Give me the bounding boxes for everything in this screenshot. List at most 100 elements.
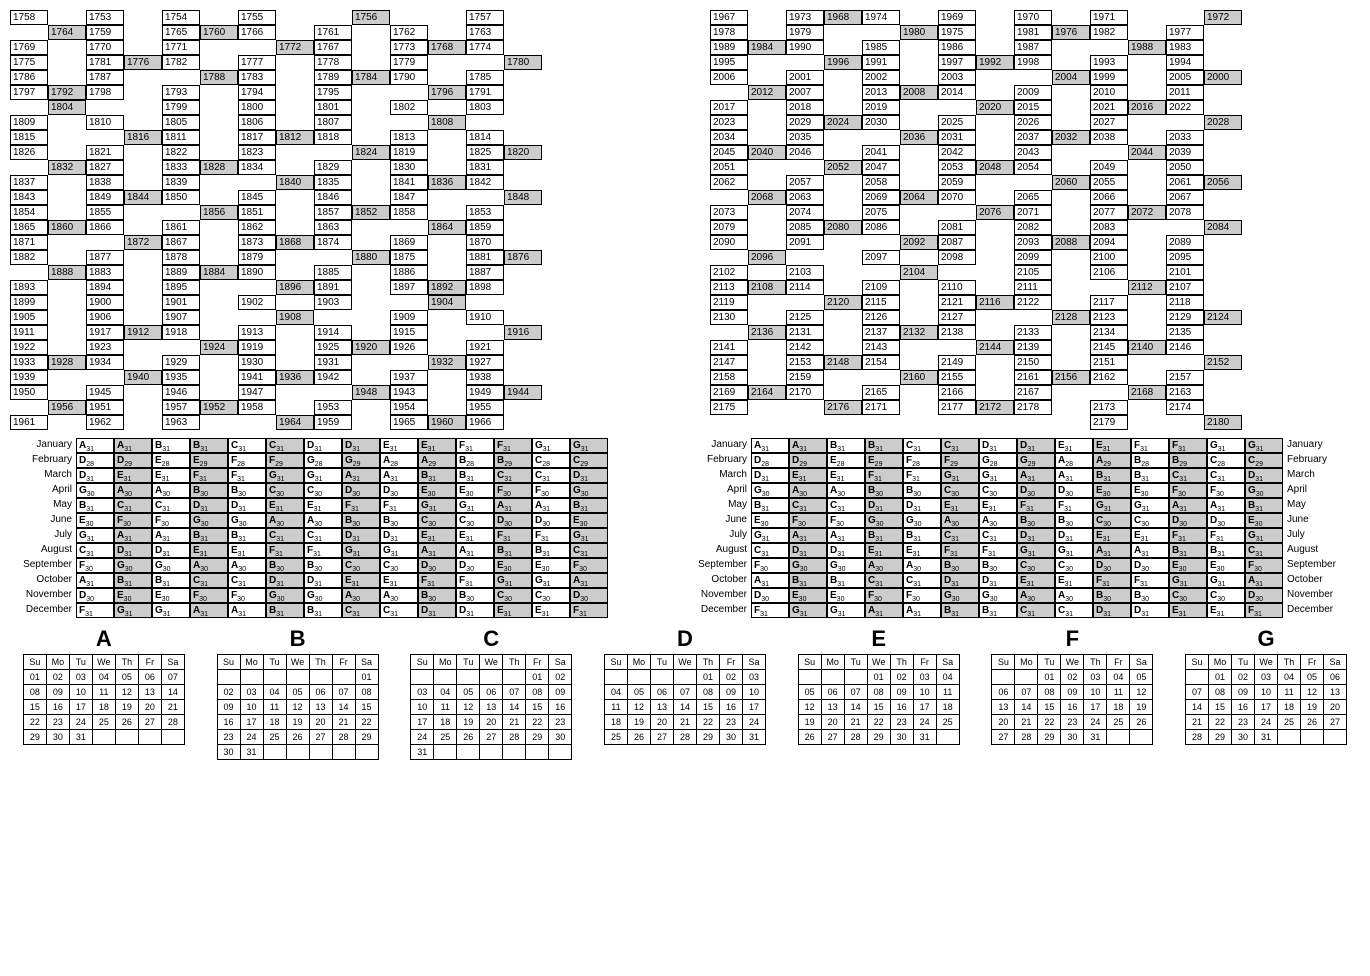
dominical-cell: D30 — [751, 588, 789, 603]
year-cell: 1888 — [48, 265, 86, 280]
year-cell — [710, 85, 748, 100]
calendar-table: SuMoTuWeThFrSa01020304050607080910111213… — [1185, 654, 1347, 745]
dominical-cell: F30 — [494, 483, 532, 498]
week-calendars: ASuMoTuWeThFrSa0102030405060708091011121… — [10, 626, 1360, 760]
dominical-cell: B31 — [494, 543, 532, 558]
day-cell: 15 — [355, 700, 378, 715]
dominical-cell: A31 — [903, 603, 941, 618]
year-cell: 1932 — [428, 355, 466, 370]
day-cell: 19 — [1301, 700, 1324, 715]
year-cell: 1808 — [428, 115, 466, 130]
year-cell: 1909 — [390, 310, 428, 325]
day-cell: 30 — [719, 730, 742, 745]
year-cell — [748, 415, 786, 430]
year-cell: 1767 — [314, 40, 352, 55]
day-cell: 17 — [411, 715, 434, 730]
year-cell — [428, 160, 466, 175]
year-cell — [124, 40, 162, 55]
year-cell — [748, 340, 786, 355]
day-cell — [503, 745, 526, 760]
year-cell — [1090, 145, 1128, 160]
year-cell: 1879 — [238, 250, 276, 265]
day-cell: 30 — [46, 730, 69, 745]
year-cell: 2055 — [1090, 175, 1128, 190]
dominical-cell: A30 — [789, 483, 827, 498]
year-cell: 2107 — [1166, 280, 1204, 295]
dominical-cell: E30 — [114, 588, 152, 603]
year-cell: 2104 — [900, 265, 938, 280]
day-cell: 01 — [355, 670, 378, 685]
day-cell: 12 — [115, 685, 138, 700]
day-cell: 21 — [1186, 715, 1209, 730]
year-cell — [504, 10, 542, 25]
day-cell: 23 — [549, 715, 572, 730]
day-cell: 07 — [1015, 685, 1038, 700]
dominical-cell: G30 — [1245, 483, 1283, 498]
dominical-cell: B30 — [380, 513, 418, 528]
year-cell — [86, 370, 124, 385]
day-cell: 22 — [867, 715, 890, 730]
year-cell: 2005 — [1166, 70, 1204, 85]
year-cell: 2068 — [748, 190, 786, 205]
month-label: October — [1283, 573, 1349, 588]
day-header: We — [1061, 655, 1084, 670]
day-cell: 23 — [1061, 715, 1084, 730]
year-cell — [976, 415, 1014, 430]
dominical-cell: G31 — [494, 573, 532, 588]
dominical-cell: B31 — [1093, 468, 1131, 483]
year-cell: 1948 — [352, 385, 390, 400]
year-cell — [200, 55, 238, 70]
day-header: Tu — [1038, 655, 1061, 670]
day-header: Fr — [526, 655, 549, 670]
day-cell: 07 — [673, 685, 696, 700]
dominical-tables: JanuaryA31A31B31B31C31C31D31D31E31E31F31… — [10, 438, 1360, 618]
day-cell — [844, 670, 867, 685]
year-cell — [352, 235, 390, 250]
year-cell — [1204, 400, 1242, 415]
day-cell: 06 — [480, 685, 503, 700]
day-cell — [604, 670, 627, 685]
year-cell: 2009 — [1014, 85, 1052, 100]
year-cell: 1756 — [352, 10, 390, 25]
year-cell: 1928 — [48, 355, 86, 370]
year-cell — [1128, 25, 1166, 40]
dominical-cell: B30 — [1093, 588, 1131, 603]
day-header: We — [286, 655, 309, 670]
dominical-cell: C30 — [1169, 588, 1207, 603]
dominical-cell: F31 — [1131, 438, 1169, 453]
month-label: August — [10, 543, 76, 558]
year-cell — [390, 295, 428, 310]
year-cell: 2103 — [786, 265, 824, 280]
year-cell — [428, 265, 466, 280]
dominical-cell: G31 — [456, 498, 494, 513]
month-label: April — [10, 483, 76, 498]
year-cell — [504, 130, 542, 145]
day-cell — [263, 670, 286, 685]
dominical-cell: C31 — [1245, 543, 1283, 558]
day-cell: 05 — [457, 685, 480, 700]
year-cell — [1128, 295, 1166, 310]
day-cell: 30 — [217, 745, 240, 760]
day-cell: 31 — [742, 730, 765, 745]
year-cell — [824, 40, 862, 55]
day-cell: 09 — [890, 685, 913, 700]
day-cell: 18 — [92, 700, 115, 715]
year-cell — [200, 175, 238, 190]
dominical-cell: F31 — [418, 573, 456, 588]
day-header: Mo — [1015, 655, 1038, 670]
year-cell: 2113 — [710, 280, 748, 295]
month-label: December — [1283, 603, 1349, 618]
year-cell — [1204, 55, 1242, 70]
dominical-cell: D31 — [1017, 528, 1055, 543]
day-cell: 28 — [673, 730, 696, 745]
year-cell — [976, 325, 1014, 340]
year-cell — [976, 265, 1014, 280]
year-cell — [976, 235, 1014, 250]
year-cell: 2025 — [938, 115, 976, 130]
day-cell: 12 — [1301, 685, 1324, 700]
year-cell: 1924 — [200, 340, 238, 355]
year-cell: 1796 — [428, 85, 466, 100]
day-cell — [627, 670, 650, 685]
year-cell — [314, 145, 352, 160]
dominical-cell: G31 — [380, 543, 418, 558]
